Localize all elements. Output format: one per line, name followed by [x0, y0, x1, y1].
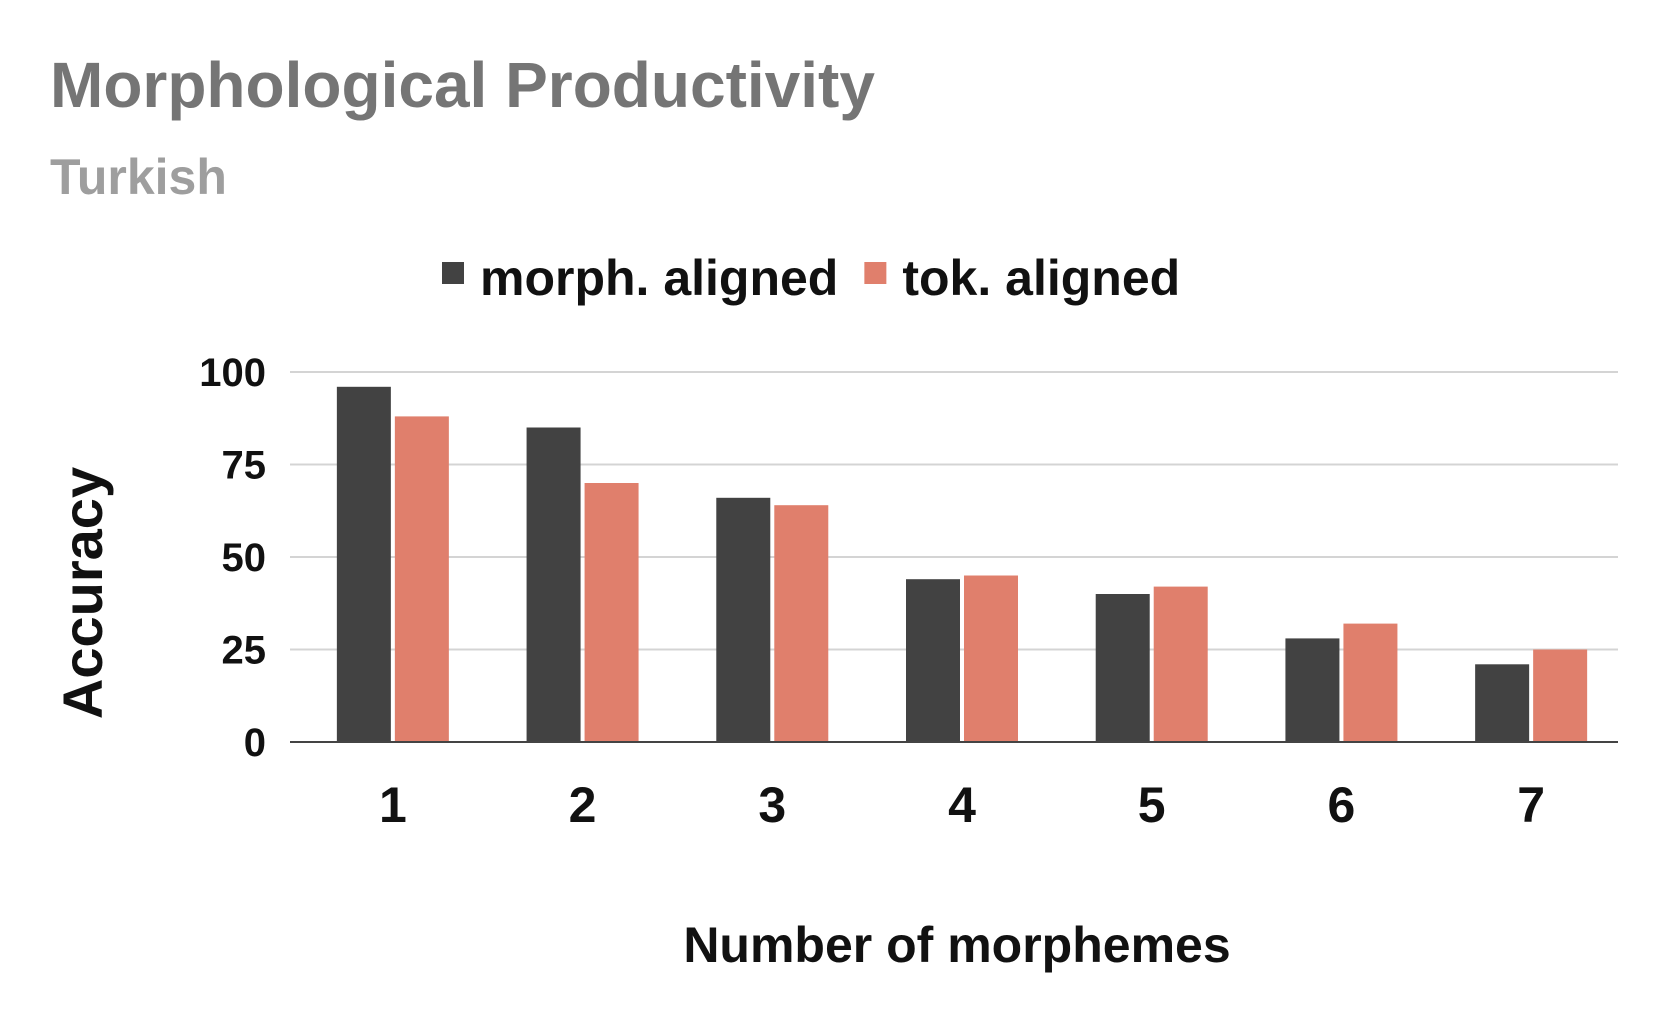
x-tick-label: 7 — [1517, 777, 1545, 833]
legend-label: tok. aligned — [902, 250, 1180, 306]
y-tick-label: 75 — [222, 444, 267, 488]
y-tick-label: 100 — [199, 351, 266, 395]
x-tick-label: 5 — [1138, 777, 1166, 833]
legend: morph. aligned tok. aligned — [442, 250, 1180, 306]
bar-tok-aligned — [964, 575, 1018, 742]
bar-tok-aligned — [584, 483, 639, 742]
bars — [336, 386, 1588, 742]
bar-tok-aligned — [774, 505, 829, 742]
legend-swatch — [442, 262, 464, 284]
y-tick-label: 25 — [222, 629, 267, 673]
y-axis-label: Accuracy — [51, 467, 114, 719]
bar-tok-aligned — [1533, 649, 1588, 742]
bar-morph-aligned — [716, 497, 771, 742]
chart-title: Morphological Productivity — [50, 49, 875, 121]
x-tick-label: 3 — [758, 777, 786, 833]
legend-label: morph. aligned — [480, 250, 838, 306]
x-tick-label: 2 — [569, 777, 597, 833]
bar-morph-aligned — [1095, 594, 1150, 742]
bar-morph-aligned — [336, 386, 391, 742]
chart-subtitle: Turkish — [50, 149, 227, 205]
axes: 0 25 50 75 100 1 2 3 4 5 6 7 — [199, 351, 1618, 833]
bar-morph-aligned — [1285, 638, 1340, 742]
bar-tok-aligned — [1343, 623, 1398, 742]
x-axis-label: Number of morphemes — [683, 917, 1230, 973]
x-tick-label: 4 — [948, 777, 976, 833]
y-tick-label: 50 — [222, 536, 267, 580]
y-tick-label: 0 — [244, 721, 266, 765]
bar-morph-aligned — [526, 427, 581, 742]
x-tick-label: 6 — [1328, 777, 1356, 833]
legend-swatch — [864, 262, 887, 284]
bar-tok-aligned — [1153, 586, 1208, 742]
bar-morph-aligned — [906, 579, 960, 742]
x-tick-label: 1 — [379, 777, 407, 833]
bar-morph-aligned — [1475, 664, 1530, 742]
bar-tok-aligned — [394, 416, 449, 742]
